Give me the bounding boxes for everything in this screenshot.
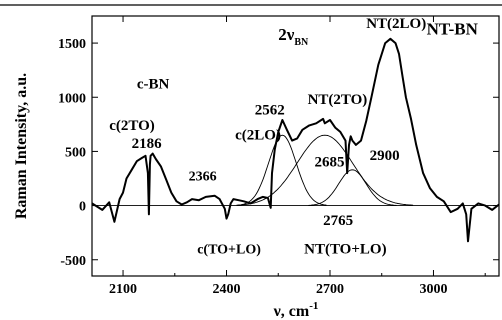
annotation-11: 2900 (370, 148, 400, 164)
y-tick-label-1500: 1500 (58, 37, 86, 52)
annotation-13: NT-BN (427, 19, 479, 38)
y-tick-label--500: -500 (60, 254, 86, 269)
annotation-7: NT(2TO) (308, 92, 368, 108)
two-nu-main: 2ν (278, 25, 295, 44)
x-axis-title-main: ν, cm (273, 303, 310, 320)
y-tick-label-1000: 1000 (58, 91, 86, 106)
x-tick-label-2400: 2400 (213, 282, 241, 297)
two-nu-bn-label: 2νBN (278, 25, 309, 48)
x-axis-title-sup: -1 (309, 300, 318, 312)
fit-peak-2765 (308, 169, 397, 206)
x-tick-label-2100: 2100 (109, 282, 137, 297)
y-tick-label-0: 0 (79, 200, 86, 215)
axis-ticks: 2100 2400 2700 3000 -500 0 500 1000 1500 (58, 16, 499, 297)
spectrum-series (91, 37, 500, 243)
annotation-2: 2186 (132, 136, 163, 152)
annotation-12: NT(2LO) (366, 16, 426, 32)
annotations: c-BN c(2TO) 2186 2366 c(TO+LO) c(2LO) 2562 NT(2… (109, 16, 478, 257)
annotation-10: NT(TO+LO) (304, 241, 386, 257)
annotation-8: 2685 (314, 155, 344, 171)
annotation-0: c-BN (137, 77, 170, 93)
fit-peak-2562 (238, 134, 327, 206)
x-tick-label-3000: 3000 (419, 282, 447, 297)
x-axis-title: ν, cm-1 (273, 300, 319, 320)
two-nu-sub: BN (294, 37, 309, 48)
plot-border (91, 15, 500, 277)
annotation-3: 2366 (189, 170, 217, 185)
y-axis-title: Raman Intensity, a.u. (13, 73, 30, 219)
spectrum-line (91, 37, 500, 243)
annotation-1: c(2TO) (109, 118, 155, 134)
annotation-5: c(2LO) (235, 128, 281, 144)
plot-frame (0, 4, 502, 277)
x-tick-label-2700: 2700 (316, 282, 344, 297)
y-tick-label-500: 500 (65, 145, 86, 160)
annotation-6: 2562 (255, 103, 285, 119)
annotation-4: c(TO+LO) (197, 242, 261, 257)
annotation-9: 2765 (323, 213, 353, 229)
